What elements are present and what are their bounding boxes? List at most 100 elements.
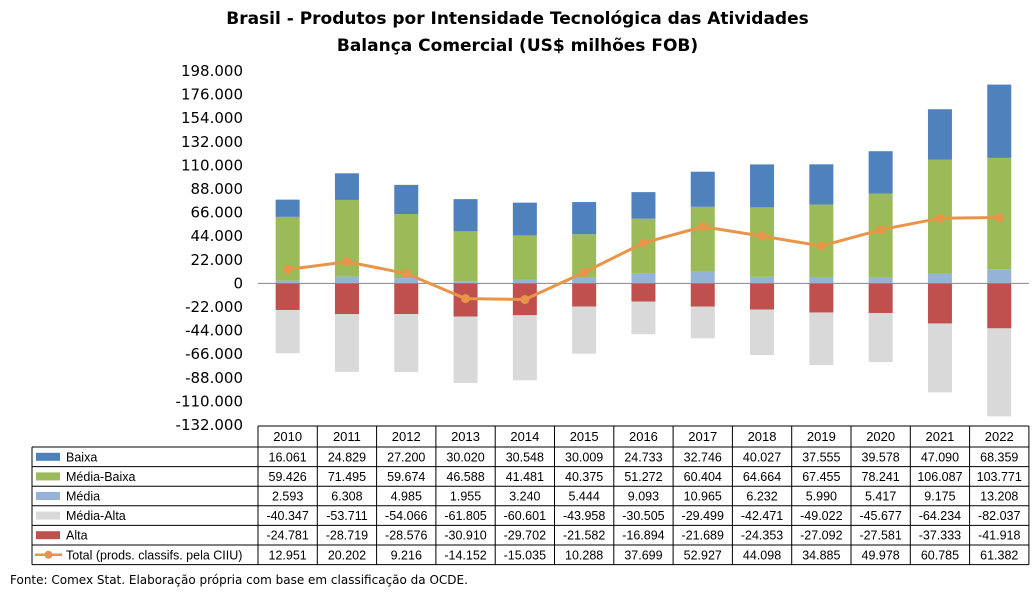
data-label: -54.066 — [385, 509, 427, 523]
data-label: 34.885 — [802, 548, 840, 562]
bar — [453, 281, 478, 284]
bar — [334, 314, 359, 372]
bar — [809, 276, 834, 284]
bar — [809, 164, 834, 205]
data-label: 6.308 — [331, 490, 362, 504]
data-label: 30.009 — [565, 450, 603, 464]
point — [935, 213, 945, 223]
data-label: 27.200 — [387, 450, 425, 464]
data-label: 32.746 — [684, 450, 722, 464]
x-tick-label: 2011 — [333, 429, 361, 444]
data-label: 9.175 — [924, 490, 955, 504]
bar — [512, 315, 537, 381]
x-tick-label: 2017 — [688, 429, 717, 444]
data-label: -30.910 — [444, 529, 486, 543]
y-tick-label: -88.000 — [185, 369, 243, 387]
bar — [690, 271, 715, 284]
data-label: -40.347 — [266, 509, 308, 523]
bar — [394, 278, 419, 284]
bar — [275, 309, 300, 354]
bar — [690, 283, 715, 307]
bar — [394, 214, 419, 279]
data-label: -28.719 — [326, 529, 368, 543]
data-label: -45.677 — [859, 509, 901, 523]
data-label: 40.375 — [565, 470, 603, 484]
bar — [572, 202, 597, 235]
chart-title: Brasil - Produtos por Intensidade Tecnol… — [226, 9, 809, 29]
data-label: -28.576 — [385, 529, 427, 543]
y-tick-label: 176.000 — [181, 86, 243, 104]
data-label: 16.061 — [269, 450, 307, 464]
x-tick-label: 2013 — [451, 429, 480, 444]
legend-swatch — [36, 492, 60, 500]
bar — [453, 199, 478, 232]
data-label: 46.588 — [446, 470, 484, 484]
data-label: 2.593 — [272, 490, 303, 504]
y-tick-label: 154.000 — [181, 109, 243, 127]
y-tick-label: 198.000 — [181, 62, 243, 80]
y-tick-label: 88.000 — [191, 180, 244, 198]
y-tick-label: -66.000 — [185, 345, 243, 363]
x-tick-label: 2019 — [807, 429, 836, 444]
y-tick-label: -132.000 — [176, 416, 243, 434]
bar — [512, 202, 537, 236]
data-label: 9.093 — [628, 490, 659, 504]
data-label: 6.232 — [746, 490, 777, 504]
data-label: 59.674 — [387, 470, 425, 484]
bar — [453, 231, 478, 282]
bar — [631, 283, 656, 302]
data-label: 103.771 — [977, 470, 1022, 484]
data-label: 30.548 — [506, 450, 544, 464]
x-tick-label: 2018 — [748, 429, 777, 444]
data-label: 24.829 — [328, 450, 366, 464]
y-tick-label: 0 — [233, 274, 243, 292]
source-note: Fonte: Comex Stat. Elaboração própria co… — [10, 573, 468, 587]
data-label: -82.037 — [978, 509, 1020, 523]
bar — [809, 283, 834, 313]
data-label: 52.927 — [684, 548, 722, 562]
data-label: -53.711 — [326, 509, 368, 523]
bar — [927, 109, 952, 160]
data-label: 59.426 — [269, 470, 307, 484]
legend-swatch — [44, 550, 53, 559]
chart-subtitle: Balança Comercial (US$ milhões FOB) — [336, 36, 699, 56]
data-label: 60.404 — [684, 470, 722, 484]
data-label: 51.272 — [624, 470, 662, 484]
bar — [987, 269, 1012, 284]
x-tick-label: 2012 — [392, 429, 421, 444]
legend-label: Alta — [66, 529, 88, 543]
bar — [572, 306, 597, 354]
legend-label: Média-Baixa — [66, 470, 136, 484]
x-tick-label: 2015 — [570, 429, 599, 444]
data-label: -14.152 — [444, 548, 486, 562]
data-label: -37.333 — [919, 529, 961, 543]
data-label: -29.702 — [504, 529, 546, 543]
bar — [809, 312, 834, 366]
data-label: -43.958 — [563, 509, 605, 523]
bar — [750, 276, 775, 284]
bar — [987, 328, 1012, 417]
data-label: 1.955 — [450, 490, 481, 504]
data-label: 30.020 — [446, 450, 484, 464]
y-tick-label: 132.000 — [181, 133, 243, 151]
point — [994, 213, 1004, 223]
data-label: -30.505 — [622, 509, 664, 523]
point — [876, 225, 886, 235]
bar — [690, 306, 715, 339]
bar — [631, 301, 656, 335]
bar — [927, 323, 952, 393]
data-label: 13.208 — [980, 490, 1018, 504]
data-label: 3.240 — [509, 490, 540, 504]
legend-swatch — [36, 531, 60, 540]
bar — [868, 151, 893, 194]
point — [520, 295, 530, 305]
bar — [750, 207, 775, 277]
bar — [275, 280, 300, 284]
data-label: 12.951 — [269, 548, 307, 562]
data-label: 64.664 — [743, 470, 781, 484]
x-tick-label: 2016 — [629, 429, 658, 444]
data-label: 40.027 — [743, 450, 781, 464]
y-tick-label: -22.000 — [185, 298, 243, 316]
x-tick-label: 2020 — [866, 429, 895, 444]
